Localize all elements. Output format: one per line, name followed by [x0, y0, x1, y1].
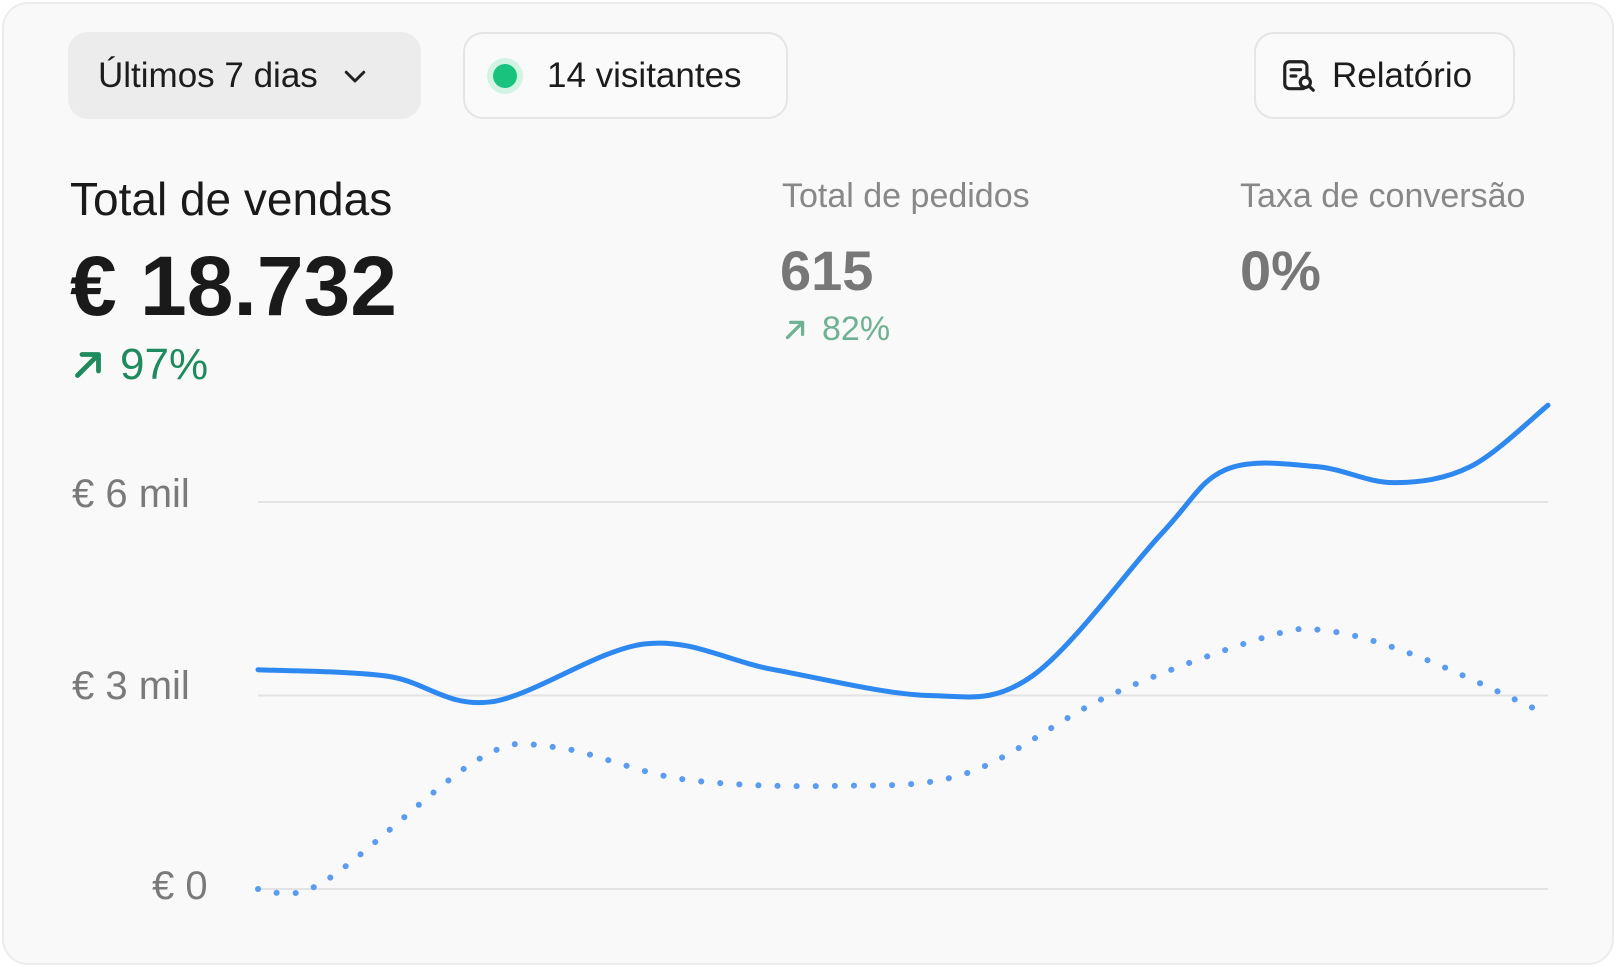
- arrow-up-right-icon: [785, 320, 805, 339]
- conversion-rate-label: Taxa de conversão: [1240, 177, 1526, 215]
- arrow-up-right-icon: [75, 352, 101, 378]
- sales-series-line: [255, 402, 1551, 706]
- total-sales-label: Total de vendas: [70, 173, 393, 225]
- y-tick-label: € 3 mil: [72, 664, 190, 708]
- total-sales-value: € 18.732: [70, 239, 397, 333]
- total-orders-trend: 82%: [782, 310, 890, 349]
- report-button[interactable]: Relatório: [1254, 32, 1515, 119]
- total-orders-value: 615: [780, 239, 874, 302]
- conversion-rate-value: 0%: [1240, 239, 1321, 302]
- y-tick-label: € 6 mil: [72, 472, 190, 516]
- live-visitors-badge[interactable]: 14 visitantes: [463, 32, 788, 119]
- date-range-dropdown[interactable]: Últimos 7 dias: [68, 32, 421, 119]
- report-search-icon: [1283, 59, 1315, 92]
- total-orders-trend-value: 82%: [822, 310, 891, 348]
- visitors-count: 14 visitantes: [547, 55, 742, 95]
- total-sales-trend: 97%: [70, 340, 208, 390]
- total-sales-trend-value: 97%: [120, 340, 209, 389]
- comparison-series-line: [255, 625, 1551, 897]
- y-tick-label: € 0: [152, 864, 208, 908]
- live-status-dot: [493, 63, 517, 88]
- total-orders-label: Total de pedidos: [782, 177, 1030, 215]
- chevron-down-icon: [344, 70, 366, 82]
- report-label: Relatório: [1332, 55, 1473, 95]
- date-range-label: Últimos 7 dias: [98, 55, 318, 95]
